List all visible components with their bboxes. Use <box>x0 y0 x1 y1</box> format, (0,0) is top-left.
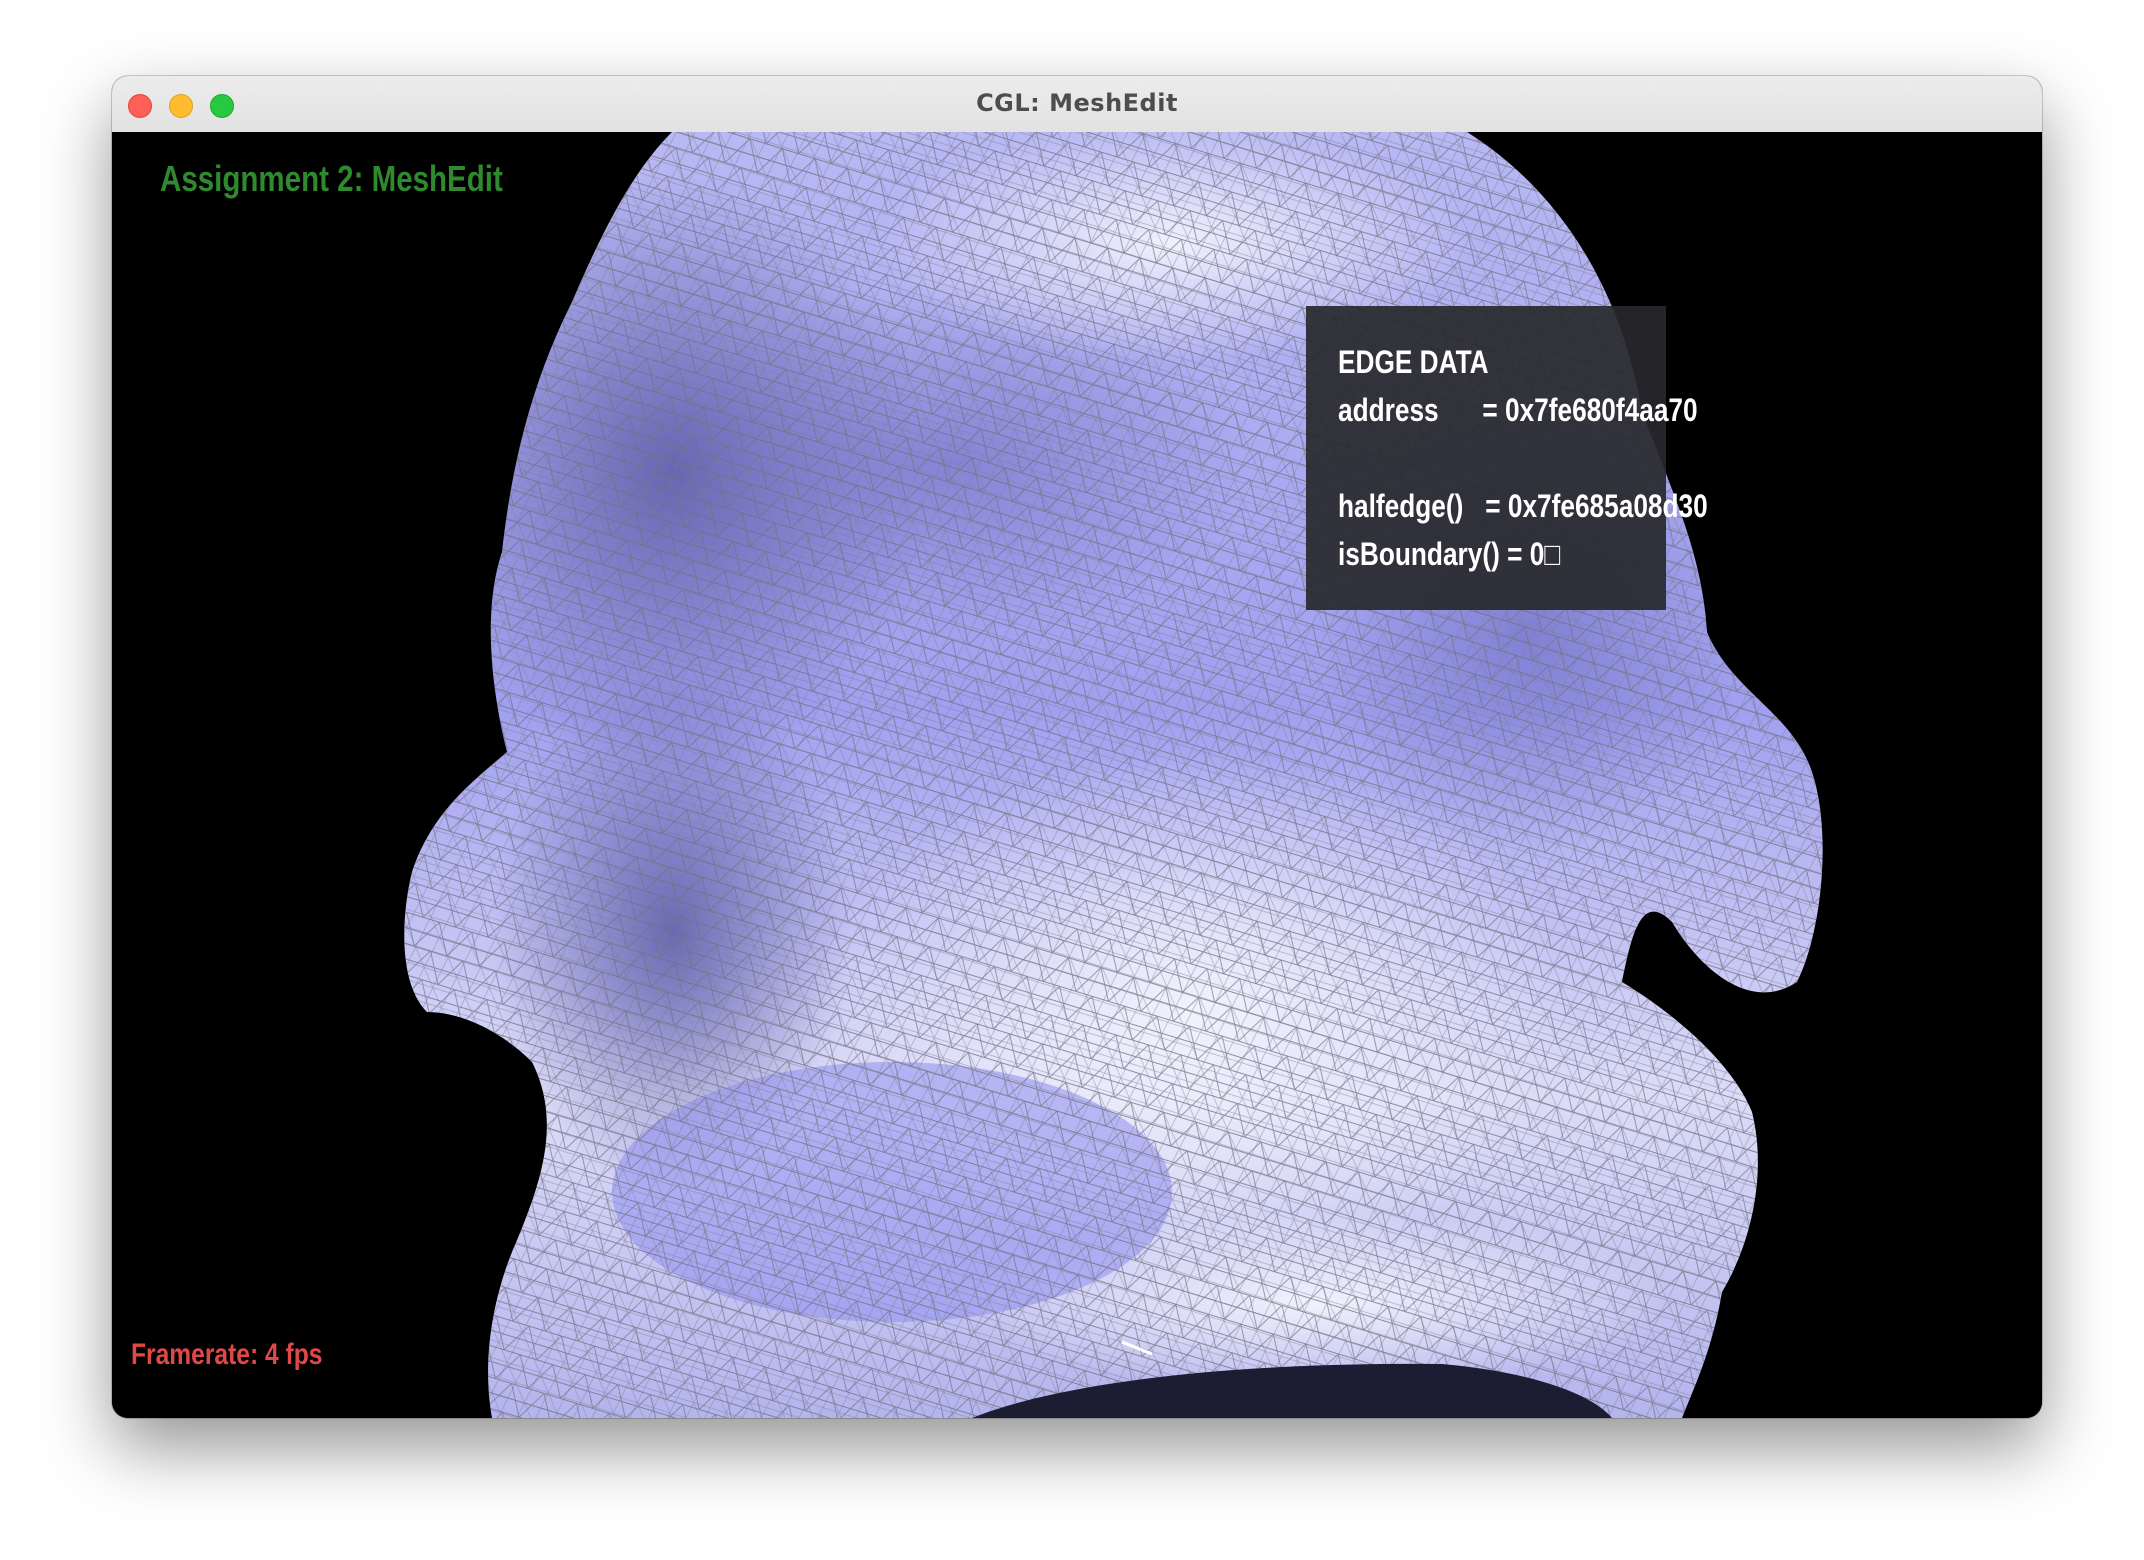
close-button[interactable] <box>128 94 152 118</box>
edge-halfedge: halfedge() = 0x7fe685a08d30 <box>1338 488 1708 524</box>
edge-address: address = 0x7fe680f4aa70 <box>1338 392 1698 428</box>
assignment-title: Assignment 2: MeshEdit <box>160 158 503 199</box>
render-viewport[interactable]: Assignment 2: MeshEdit EDGE DATA address… <box>112 132 2042 1418</box>
title-bar[interactable]: CGL: MeshEdit <box>112 76 2042 133</box>
edge-data-heading: EDGE DATA <box>1338 344 1489 380</box>
minimize-button[interactable] <box>169 94 193 118</box>
edge-data-panel: EDGE DATA address = 0x7fe680f4aa70 halfe… <box>1306 306 1708 610</box>
app-window: CGL: MeshEdit <box>112 76 2042 1418</box>
mesh-model[interactable] <box>112 132 2042 1418</box>
window-title: CGL: MeshEdit <box>976 89 1178 117</box>
framerate-readout: Framerate: 4 fps <box>131 1338 323 1371</box>
zoom-button[interactable] <box>210 94 234 118</box>
edge-is-boundary: isBoundary() = 0□ <box>1338 536 1561 572</box>
